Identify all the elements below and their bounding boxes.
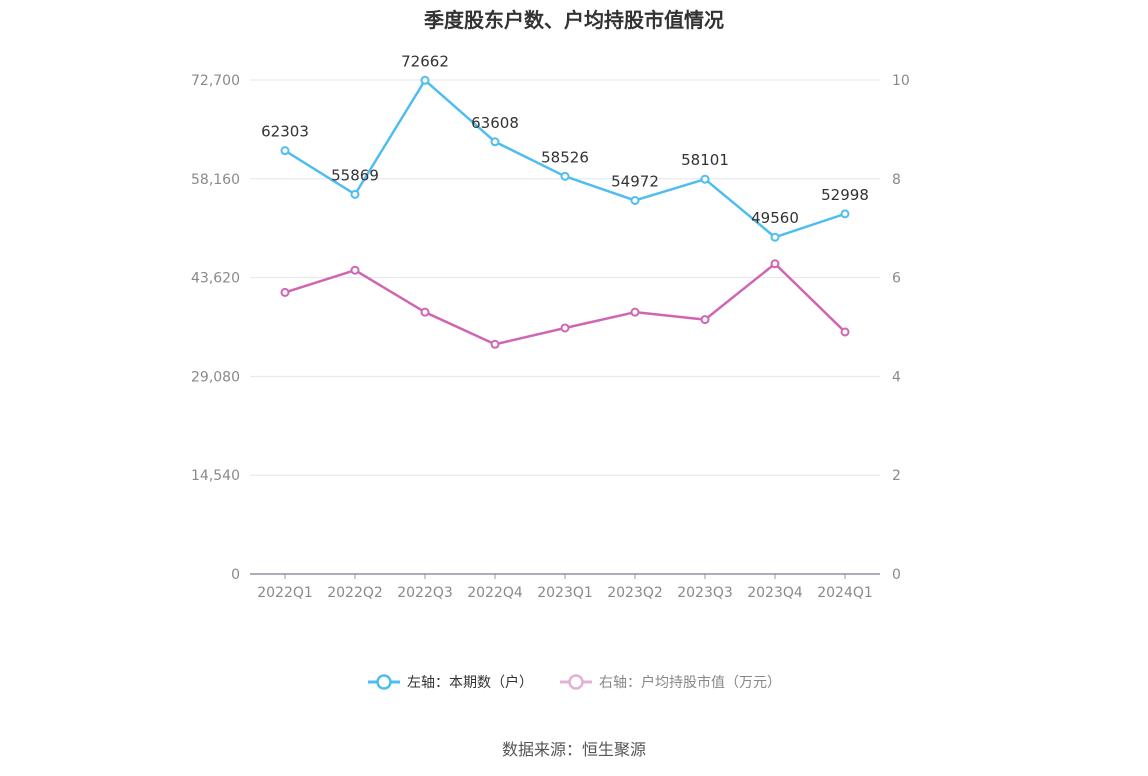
chart-title: 季度股东户数、户均持股市值情况 (424, 8, 724, 32)
data-point (700, 315, 710, 325)
left-axis-tick-label: 0 (231, 567, 240, 583)
legend-item-avg-holding[interactable]: 右轴：户均持股市值（万元） (559, 672, 781, 692)
source-note: 数据来源：恒生聚源 (501, 740, 646, 759)
legend-label-households: 左轴：本期数（户） (407, 675, 533, 691)
left-axis-tick-label: 29,080 (191, 369, 240, 385)
data-point (420, 75, 430, 85)
data-label: 72662 (401, 52, 449, 70)
data-point (560, 171, 570, 181)
data-label: 58101 (681, 151, 729, 169)
grid-layer (250, 79, 880, 476)
legend-item-households[interactable]: 左轴：本期数（户） (367, 672, 533, 692)
right-axis-tick-label: 4 (892, 369, 901, 385)
x-axis-tick-label: 2022Q2 (327, 585, 383, 601)
data-label: 49560 (751, 209, 799, 227)
x-axis-tick-label: 2022Q1 (257, 585, 313, 601)
data-point (840, 327, 850, 337)
data-point (770, 232, 780, 242)
data-point (280, 287, 290, 297)
data-point (490, 339, 500, 349)
data-point (630, 307, 640, 317)
left-axis-tick-label: 58,160 (191, 172, 240, 188)
left-axis-tick-label: 43,620 (191, 271, 240, 287)
data-point (490, 137, 500, 147)
legend: 左轴：本期数（户） 右轴：户均持股市值（万元） (0, 672, 1148, 692)
data-point (840, 209, 850, 219)
data-label: 52998 (821, 186, 869, 204)
data-point (630, 195, 640, 205)
right-axis-tick-label: 6 (892, 271, 901, 287)
right-axis-tick-label: 0 (892, 567, 901, 583)
left-axis-tick-label: 72,700 (191, 73, 240, 89)
left-axis-tick-label: 14,540 (191, 468, 240, 484)
right-axis-tick-label: 8 (892, 172, 901, 188)
data-label: 58526 (541, 148, 589, 166)
x-axis-tick-label: 2023Q3 (677, 585, 733, 601)
x-axis-tick-label: 2022Q3 (397, 585, 453, 601)
data-point (350, 265, 360, 275)
axis-layer: 0 0 14,540 2 29,080 4 43,620 6 58,160 8 72,700 10 20… (191, 73, 910, 601)
legend-line-marker-icon (368, 674, 400, 690)
data-point (560, 323, 570, 333)
x-axis-tick-label: 2024Q1 (817, 585, 873, 601)
data-point (420, 307, 430, 317)
legend-line-marker-icon (560, 674, 592, 690)
data-point (350, 189, 360, 199)
data-label: 55869 (331, 166, 379, 184)
x-axis-tick-label: 2022Q4 (467, 585, 523, 601)
data-label: 62303 (261, 123, 309, 141)
data-label-layer: 62303 55869 72662 63608 58526 54972 58101 49560… (261, 52, 869, 227)
x-axis-tick-label: 2023Q1 (537, 585, 593, 601)
right-axis-tick-label: 10 (892, 73, 910, 89)
x-axis-tick-label: 2023Q4 (747, 585, 803, 601)
data-label: 54972 (611, 172, 659, 190)
data-point (280, 146, 290, 156)
data-point (770, 259, 780, 269)
series-layer (280, 75, 850, 349)
data-point (700, 174, 710, 184)
legend-label-avg-holding: 右轴：户均持股市值（万元） (599, 675, 781, 691)
right-axis-tick-label: 2 (892, 468, 901, 484)
data-label: 63608 (471, 114, 519, 132)
x-axis-tick-label: 2023Q2 (607, 585, 663, 601)
